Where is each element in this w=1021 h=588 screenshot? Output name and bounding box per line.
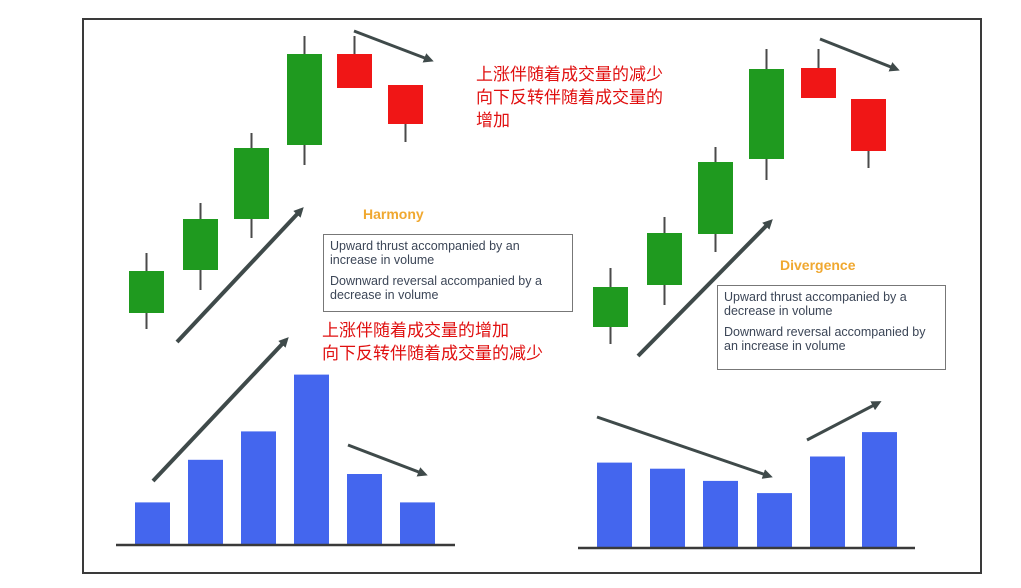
divergence-candle xyxy=(593,268,628,344)
candle-body xyxy=(698,162,733,234)
harmony-chinese-annotation: 上涨伴随着成交量的增加 向下反转伴随着成交量的减少 xyxy=(322,320,543,366)
candle-body xyxy=(801,68,836,98)
divergence-volume-bar xyxy=(810,456,845,548)
harmony-candle xyxy=(183,203,218,290)
annotation-line: 上涨伴随着成交量的增加 xyxy=(322,321,509,341)
divergence-volume-bars xyxy=(597,432,897,548)
harmony-volume-bar xyxy=(347,474,382,545)
divergence-chinese-annotation: 上涨伴随着成交量的减少 向下反转伴随着成交量的 增加 xyxy=(476,64,663,133)
divergence-volume-bar xyxy=(862,432,897,548)
harmony-volume-bar xyxy=(135,502,170,545)
harmony-title: Harmony xyxy=(363,206,424,222)
divergence-volume-bar xyxy=(650,468,685,548)
harmony-volume-bar xyxy=(188,459,223,545)
divergence-candle xyxy=(698,147,733,252)
harmony-volume-bar xyxy=(294,374,329,545)
divergence-candle xyxy=(749,49,784,180)
candle-body xyxy=(183,219,218,270)
divergence-candlesticks xyxy=(593,49,886,344)
divergence-volume-down-arrow xyxy=(596,415,773,479)
harmony-description-line: Upward thrust accompanied by an increase… xyxy=(330,239,520,267)
divergence-title: Divergence xyxy=(780,257,856,273)
divergence-price-down-arrow xyxy=(819,37,900,72)
harmony-price-up-arrow xyxy=(175,207,304,344)
candle-body xyxy=(388,85,423,124)
candle-body xyxy=(647,233,682,285)
divergence-volume-bar xyxy=(597,462,632,548)
candle-body xyxy=(593,287,628,327)
annotation-line: 向下反转伴随着成交量的减少 xyxy=(322,344,543,364)
divergence-description-line: Downward reversal accompanied by an incr… xyxy=(724,325,926,353)
harmony-volume-up-arrow xyxy=(151,337,289,483)
harmony-volume-bar xyxy=(400,502,435,545)
divergence-candle xyxy=(647,217,682,305)
harmony-candle xyxy=(388,85,423,142)
harmony-volume-down-arrow xyxy=(347,443,428,477)
annotation-line: 增加 xyxy=(476,111,510,131)
harmony-description-line: Downward reversal accompanied by a decre… xyxy=(330,274,542,302)
divergence-candle xyxy=(851,99,886,168)
candle-body xyxy=(337,54,372,88)
candle-body xyxy=(851,99,886,151)
candle-body xyxy=(129,271,164,313)
annotation-line: 上涨伴随着成交量的减少 xyxy=(476,65,663,85)
divergence-description-line: Upward thrust accompanied by a decrease … xyxy=(724,290,907,318)
candle-body xyxy=(749,69,784,159)
divergence-volume-up-arrow xyxy=(806,401,882,442)
harmony-candle xyxy=(129,253,164,329)
harmony-price-down-arrow xyxy=(353,29,434,63)
harmony-volume-bars xyxy=(135,374,435,545)
harmony-volume-bar xyxy=(241,431,276,545)
divergence-volume-bar xyxy=(703,480,738,548)
harmony-description-box: Upward thrust accompanied by an increase… xyxy=(323,234,573,312)
candle-body xyxy=(234,148,269,219)
divergence-candle xyxy=(801,49,836,98)
divergence-volume-bar xyxy=(757,493,792,548)
divergence-description-box: Upward thrust accompanied by a decrease … xyxy=(717,285,946,370)
divergence-price-up-arrow xyxy=(636,219,773,358)
harmony-candle xyxy=(234,133,269,238)
harmony-candle xyxy=(287,36,322,165)
candle-body xyxy=(287,54,322,145)
harmony-candle xyxy=(337,36,372,88)
annotation-line: 向下反转伴随着成交量的 xyxy=(476,88,663,108)
harmony-candlesticks xyxy=(129,36,423,329)
